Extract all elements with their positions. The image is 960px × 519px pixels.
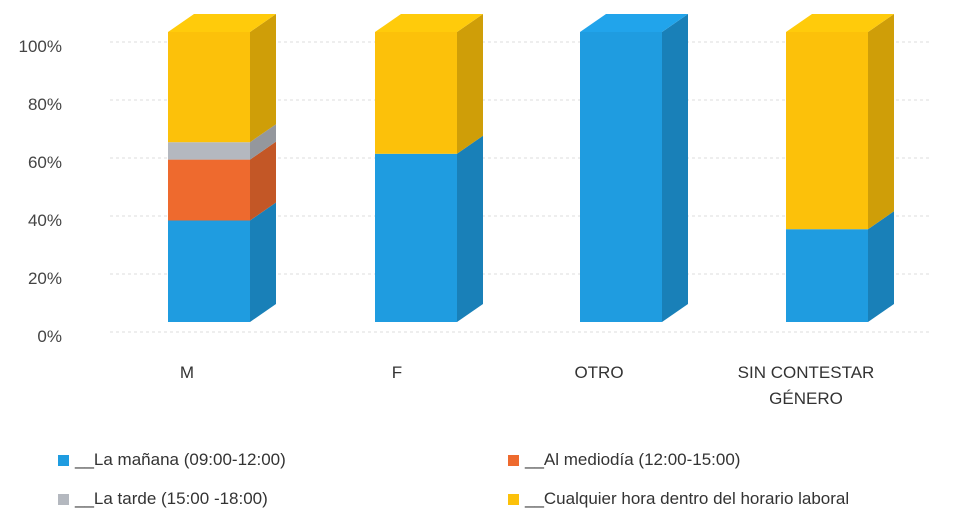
bar-top <box>375 14 483 32</box>
y-tick-label: 40% <box>28 211 62 230</box>
bar-stack <box>580 14 688 322</box>
legend-label-tarde: __La tarde (15:00 -18:00) <box>75 489 268 508</box>
bar-segment <box>786 32 868 230</box>
bar-stack <box>168 14 276 322</box>
bar-stack <box>375 14 483 322</box>
x-category-label: M <box>180 363 194 382</box>
x-category-label: F <box>392 363 402 382</box>
bar-segment-side <box>250 141 276 221</box>
bar-segment <box>375 153 457 322</box>
bar-segment-side <box>662 14 688 322</box>
bar-segment <box>168 142 250 160</box>
x-category-label: SIN CONTESTAR GÉNERO <box>738 363 875 408</box>
bar-segment-side <box>868 211 894 322</box>
y-tick-label: 0% <box>37 327 62 346</box>
legend-label-manana: __La mañana (09:00-12:00) <box>75 450 286 469</box>
legend-item-cualquier: __Cualquier hora dentro del horario labo… <box>508 489 849 509</box>
bar-stack <box>786 14 894 322</box>
bars <box>168 14 894 322</box>
stacked-bar-chart: 0% 20% 40% 60% 80% 100% M F OTRO SIN CONTESTAR GÉ… <box>19 14 930 408</box>
gridlines <box>110 41 930 333</box>
bar-segment <box>580 32 662 322</box>
legend-label-cualquier: __Cualquier hora dentro del horario labo… <box>525 489 850 508</box>
legend: __La mañana (09:00-12:00) __Al mediodía … <box>0 440 960 519</box>
legend-swatch-manana <box>58 454 69 466</box>
bar-top <box>168 14 276 32</box>
bar-segment-side <box>457 135 483 322</box>
bar-segment <box>168 220 250 322</box>
legend-label-mediodia: __Al mediodía (12:00-15:00) <box>525 450 741 469</box>
y-tick-label: 100% <box>19 37 62 56</box>
bar-segment-side <box>250 124 276 160</box>
bar-segment-side <box>250 202 276 322</box>
y-tick-label: 60% <box>28 153 62 172</box>
y-axis: 0% 20% 40% 60% 80% 100% <box>19 37 62 346</box>
bar-segment <box>168 159 250 221</box>
x-category-label: OTRO <box>574 363 623 382</box>
bar-top <box>786 14 894 32</box>
legend-item-mediodia: __Al mediodía (12:00-15:00) <box>508 450 740 470</box>
legend-swatch-cualquier <box>508 493 519 505</box>
bar-top <box>580 14 688 32</box>
legend-item-manana: __La mañana (09:00-12:00) <box>58 450 286 470</box>
bar-segment-side <box>868 14 894 230</box>
y-tick-label: 80% <box>28 95 62 114</box>
y-tick-label: 20% <box>28 269 62 288</box>
bar-segment <box>168 32 250 143</box>
bar-segment-side <box>457 14 483 154</box>
bar-segment-side <box>250 14 276 143</box>
legend-swatch-mediodia <box>508 454 519 466</box>
bar-segment <box>786 229 868 322</box>
x-axis: M F OTRO SIN CONTESTAR GÉNERO <box>180 363 874 408</box>
legend-item-tarde: __La tarde (15:00 -18:00) <box>58 489 268 509</box>
bar-segment <box>375 32 457 154</box>
legend-swatch-tarde <box>58 493 69 505</box>
